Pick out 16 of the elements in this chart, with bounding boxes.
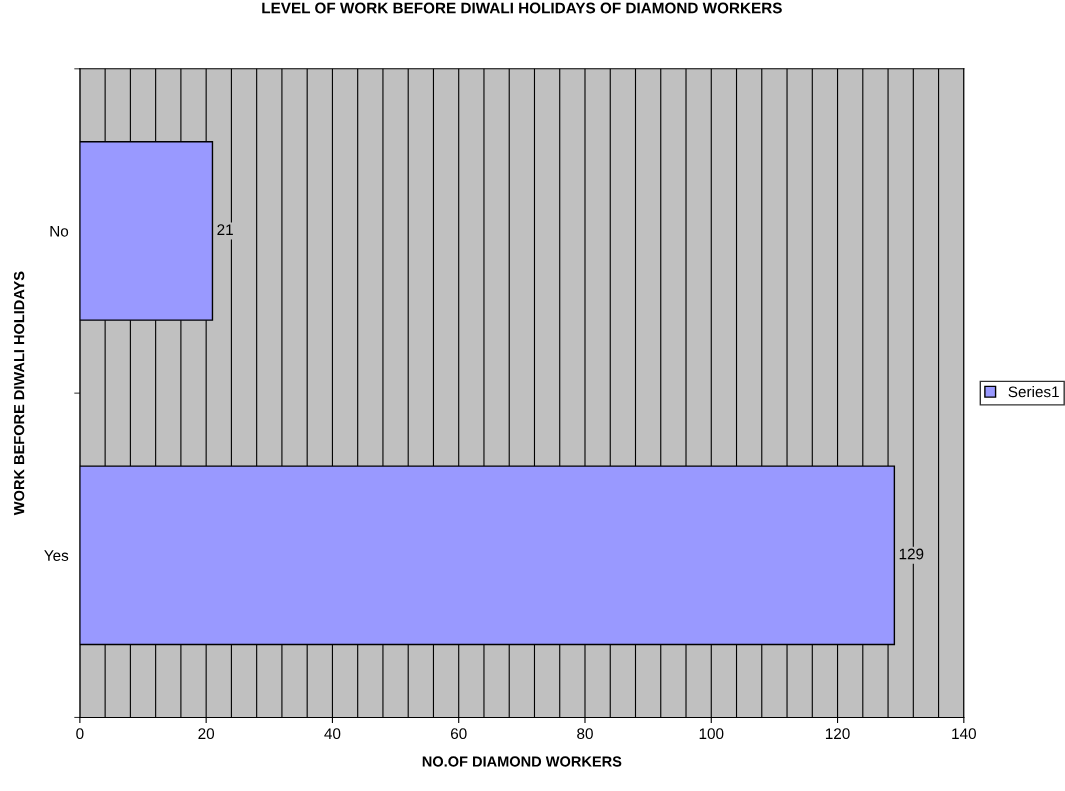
chart-title: LEVEL OF WORK BEFORE DIWALI HOLIDAYS OF DIAMOND WORKERS <box>262 2 782 14</box>
y-tick-label: Yes <box>44 550 69 561</box>
x-axis-title: NO.OF DIAMOND WORKERS <box>422 756 622 767</box>
y-tick-label: No <box>50 226 69 237</box>
x-tick-label: 20 <box>198 728 215 740</box>
y-axis-title: WORK BEFORE DIWALI HOLIDAYS <box>13 271 25 516</box>
x-tick-label: 60 <box>450 728 467 740</box>
x-tick-label: 40 <box>324 728 341 740</box>
x-tick-label: 120 <box>825 728 850 740</box>
x-tick-label: 80 <box>577 728 593 740</box>
data-label: 129 <box>899 548 924 560</box>
legend-label: Series1 <box>1008 386 1059 398</box>
x-tick-label: 0 <box>76 728 84 740</box>
x-tick-label: 140 <box>952 728 976 740</box>
x-tick-label: 100 <box>699 728 724 740</box>
data-label: 21 <box>217 224 233 235</box>
